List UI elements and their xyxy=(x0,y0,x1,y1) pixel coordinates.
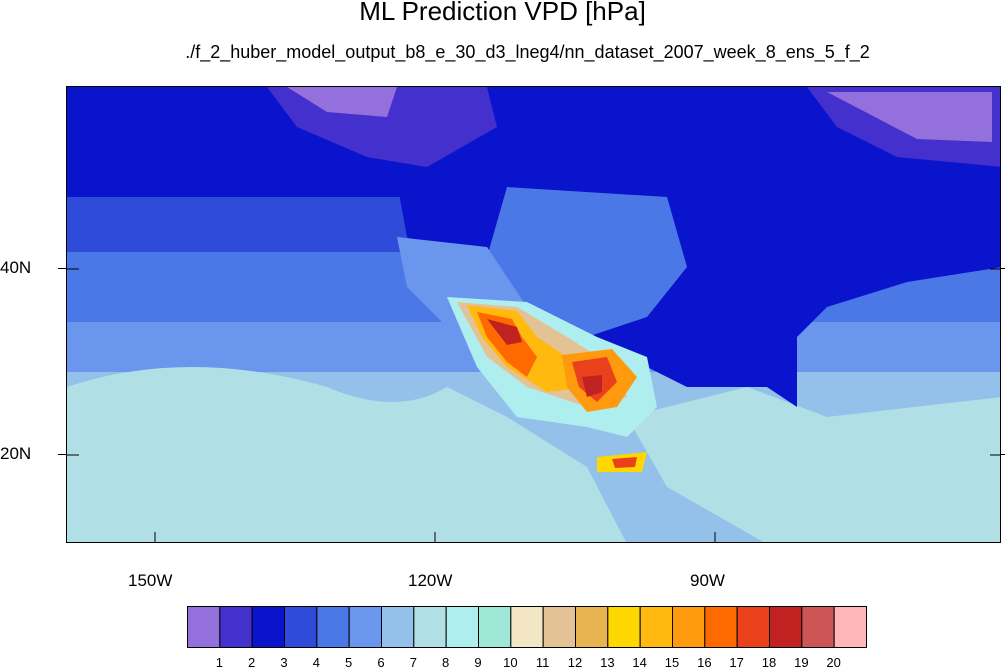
colorbar-label: 17 xyxy=(729,655,744,670)
colorbar-swatch xyxy=(413,606,447,648)
lon-label-120w: 120W xyxy=(408,571,453,590)
colorbar-swatch xyxy=(348,606,382,648)
colorbar-label: 15 xyxy=(664,655,680,670)
colorbar-label: 10 xyxy=(503,655,518,670)
colorbar-swatch xyxy=(672,606,706,648)
colorbar-swatch xyxy=(478,606,512,648)
colorbar-label: 19 xyxy=(794,655,809,670)
colorbar-swatch xyxy=(510,606,544,648)
colorbar-swatch xyxy=(769,606,803,648)
outer-tick-40n xyxy=(58,268,66,269)
colorbar-swatch xyxy=(284,606,318,648)
mexico-hot-core xyxy=(582,375,602,397)
colorbar-swatch xyxy=(833,606,867,648)
colorbar-swatch xyxy=(639,606,674,648)
colorbar-swatch xyxy=(219,606,253,648)
patch-alaska-lowest xyxy=(287,87,397,117)
colorbar-label: 2 xyxy=(248,655,256,670)
colorbar-label: 5 xyxy=(345,655,353,670)
colorbar-label: 18 xyxy=(761,655,777,670)
colorbar-label: 16 xyxy=(697,655,712,670)
colorbar-label: 7 xyxy=(409,655,417,670)
vpd-map xyxy=(67,87,1000,542)
colorbar-swatch xyxy=(316,606,350,648)
chart-subtitle: ./f_2_huber_model_output_b8_e_30_d3_lneg… xyxy=(185,42,870,62)
colorbar-swatch xyxy=(381,606,415,648)
colorbar-swatch xyxy=(445,606,480,648)
lat-label-40n: 40N xyxy=(0,258,32,277)
patch-atlantic-lowest xyxy=(827,92,992,142)
colorbar-label: 4 xyxy=(312,655,320,670)
outer-tick-40n-right xyxy=(1000,268,1005,269)
colorbar-swatch xyxy=(187,606,221,648)
outer-tick-20n-right xyxy=(1000,454,1005,455)
gulf-region xyxy=(627,387,1000,542)
colorbar-swatch xyxy=(575,606,609,648)
tropical-pacific xyxy=(67,367,626,542)
map-panel xyxy=(66,86,1001,543)
lat-label-20n: 20N xyxy=(0,444,32,463)
colorbar-label: 11 xyxy=(535,655,550,670)
chart-title: ML Prediction VPD [hPa] xyxy=(359,0,646,26)
lon-label-150w: 150W xyxy=(128,571,173,590)
colorbar-label: 8 xyxy=(442,655,450,670)
colorbar-swatch xyxy=(251,606,285,648)
lon-label-90w: 90W xyxy=(690,571,725,590)
colorbar-label: 13 xyxy=(600,655,615,670)
colorbar-label: 12 xyxy=(567,655,583,670)
colorbar-label: 14 xyxy=(632,655,647,670)
colorbar-swatch xyxy=(542,606,577,648)
colorbar-label: 1 xyxy=(215,655,223,670)
colorbar-swatch xyxy=(607,606,641,648)
colorbar-swatch xyxy=(801,606,835,648)
colorbar-label: 20 xyxy=(826,655,841,670)
colorbar xyxy=(187,606,867,648)
colorbar-swatch xyxy=(736,606,770,648)
colorbar-label: 6 xyxy=(377,655,385,670)
southwest-hot xyxy=(487,319,522,345)
colorbar-swatch xyxy=(704,606,738,648)
colorbar-label: 9 xyxy=(474,655,482,670)
colorbar-label: 3 xyxy=(280,655,288,670)
outer-tick-20n xyxy=(58,454,66,455)
continent-plains xyxy=(487,187,687,337)
mexico-south-red xyxy=(612,457,637,468)
